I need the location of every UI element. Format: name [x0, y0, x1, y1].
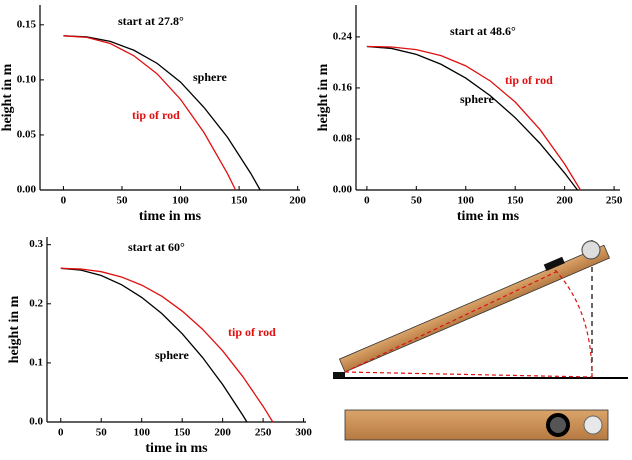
y-tick-label: 0.0 — [29, 416, 43, 428]
sphere — [581, 240, 601, 260]
y-tick-label: 0.15 — [17, 18, 37, 30]
x-tick-label: 0 — [61, 195, 67, 207]
x-tick-label: 150 — [507, 195, 524, 207]
pivot — [333, 372, 345, 378]
series-label: tip of rod — [132, 108, 180, 122]
y-tick-label: 0.24 — [333, 30, 353, 42]
x-tick-label: 100 — [172, 195, 189, 207]
rod-diagram — [333, 240, 628, 441]
x-tick-label: 100 — [133, 427, 150, 439]
series-label: sphere — [155, 348, 189, 362]
arc — [554, 269, 593, 378]
y-tick-label: 0.00 — [17, 184, 37, 196]
series-line — [366, 45, 582, 191]
series-line — [63, 35, 237, 191]
y-axis-label: height in m — [316, 63, 331, 131]
x-tick-label: 200 — [556, 195, 573, 207]
y-tick-label: 0.2 — [29, 297, 43, 309]
series-label: sphere — [193, 70, 227, 84]
y-axis-label: height in m — [0, 63, 15, 131]
x-tick-label: 0 — [58, 427, 64, 439]
rod — [338, 244, 611, 373]
x-tick-label: 150 — [231, 195, 248, 207]
x-tick-label: 250 — [255, 427, 272, 439]
y-axis-label: height in m — [7, 295, 22, 363]
ring — [546, 413, 570, 437]
sphere-top — [583, 415, 603, 435]
series-label: sphere — [460, 92, 494, 106]
x-tick-label: 200 — [289, 195, 306, 207]
rod-axis — [344, 269, 561, 373]
x-tick-label: 50 — [116, 195, 128, 207]
x-axis-label: time in ms — [139, 209, 202, 224]
subtitle: start at 48.6° — [450, 24, 516, 38]
x-tick-label: 50 — [411, 195, 423, 207]
x-tick-label: 100 — [458, 195, 475, 207]
y-tick-label: 0.05 — [17, 128, 37, 140]
y-tick-label: 0.10 — [17, 73, 37, 85]
series-label: tip of rod — [228, 325, 276, 339]
x-axis-label: time in ms — [145, 441, 208, 456]
series-line — [60, 267, 248, 423]
x-tick-label: 200 — [214, 427, 231, 439]
y-tick-label: 0.00 — [333, 184, 353, 196]
series-line — [63, 35, 261, 191]
x-axis-label: time in ms — [457, 209, 520, 224]
x-tick-label: 0 — [364, 195, 370, 207]
floor-path — [344, 371, 593, 378]
subtitle: start at 60° — [128, 240, 185, 254]
y-tick-label: 0.16 — [333, 81, 353, 93]
y-tick-label: 0.1 — [29, 356, 43, 368]
y-tick-label: 0.3 — [29, 238, 43, 250]
x-tick-label: 50 — [96, 427, 108, 439]
series-line — [60, 267, 274, 423]
x-tick-label: 250 — [606, 195, 623, 207]
subtitle: start at 27.8° — [118, 14, 184, 28]
y-tick-label: 0.08 — [333, 132, 353, 144]
x-tick-label: 150 — [174, 427, 191, 439]
series-label: tip of rod — [505, 73, 553, 87]
x-tick-label: 300 — [295, 427, 312, 439]
series-line — [366, 45, 578, 191]
